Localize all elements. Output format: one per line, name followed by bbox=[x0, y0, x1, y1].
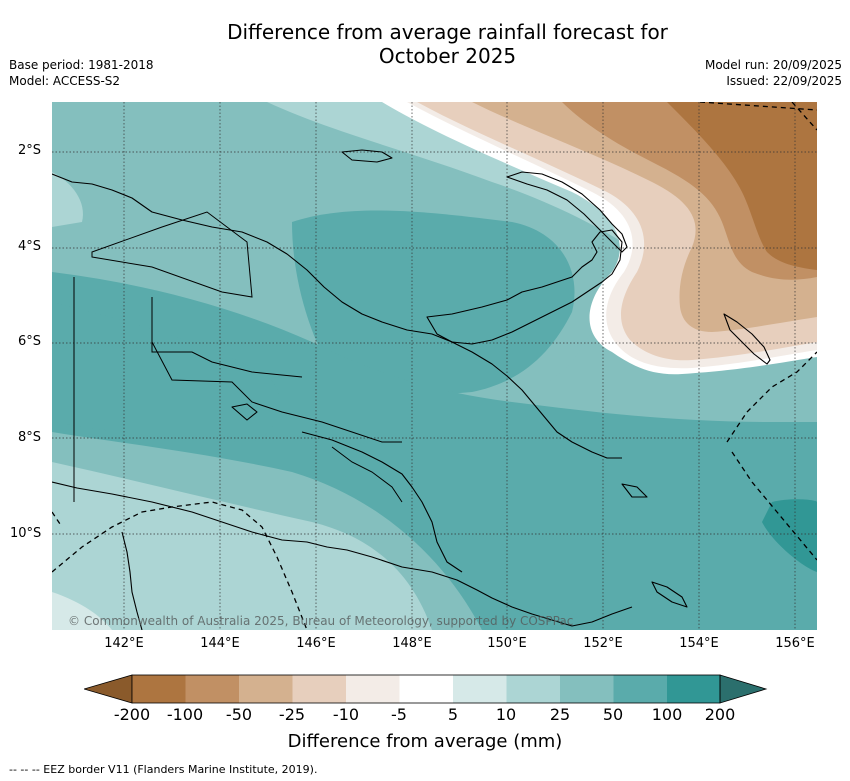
meta-right: Model run: 20/09/2025 Issued: 22/09/2025 bbox=[705, 57, 842, 89]
cb-tick: 200 bbox=[704, 705, 736, 724]
title-line-2: October 2025 bbox=[378, 44, 517, 68]
colorbar-label: Difference from average (mm) bbox=[287, 731, 563, 752]
colorbar-swatch bbox=[613, 675, 667, 703]
graticule bbox=[52, 102, 817, 630]
copyright-notice: © Commonwealth of Australia 2025, Bureau… bbox=[68, 614, 574, 628]
colorbar-swatch bbox=[132, 675, 186, 703]
cb-tick: -100 bbox=[166, 705, 204, 724]
cb-tick: -200 bbox=[113, 705, 151, 724]
map-canvas bbox=[52, 102, 817, 630]
model-run: Model run: 20/09/2025 bbox=[704, 58, 842, 72]
meta-left: Base period: 1981-2018 Model: ACCESS-S2 bbox=[9, 57, 154, 89]
band-100-200 bbox=[762, 499, 817, 572]
title-line-1: Difference from average rainfall forecas… bbox=[227, 20, 668, 44]
lon-label-150e: 150°E bbox=[487, 636, 527, 651]
cb-tick: 10 bbox=[495, 705, 517, 724]
cb-tick: -50 bbox=[225, 705, 253, 724]
cb-tick: 100 bbox=[651, 705, 683, 724]
map-title: Difference from average rainfall forecas… bbox=[0, 20, 850, 68]
colorbar-swatch bbox=[560, 675, 614, 703]
lon-label-148e: 148°E bbox=[392, 636, 432, 651]
lat-label-4s: 4°S bbox=[18, 239, 42, 254]
admin-borders bbox=[73, 211, 403, 503]
model-name: Model: ACCESS-S2 bbox=[9, 74, 121, 88]
colorbar-swatch bbox=[185, 675, 239, 703]
lon-label-154e: 154°E bbox=[679, 636, 719, 651]
cb-tick: 25 bbox=[549, 705, 571, 724]
band-50-100-main bbox=[52, 272, 817, 630]
band-10-25-west bbox=[52, 172, 83, 227]
band-5-10-southwest bbox=[52, 592, 112, 630]
colorbar-swatch bbox=[239, 675, 293, 703]
cb-tick: 5 bbox=[447, 705, 459, 724]
colorbar-swatch bbox=[667, 675, 720, 703]
lon-label-152e: 152°E bbox=[583, 636, 623, 651]
cb-tick: -25 bbox=[278, 705, 306, 724]
lat-label-10s: 10°S bbox=[10, 526, 42, 541]
issued-date: Issued: 22/09/2025 bbox=[726, 74, 842, 88]
colorbar-swatch bbox=[292, 675, 346, 703]
band-50-100-west bbox=[52, 302, 281, 442]
base-period: Base period: 1981-2018 bbox=[9, 58, 154, 72]
cb-tick: -10 bbox=[332, 705, 360, 724]
lon-label-144e: 144°E bbox=[200, 636, 240, 651]
rainfall-map bbox=[52, 102, 817, 630]
colorbar-upper-extend bbox=[719, 674, 768, 704]
colorbar-swatch bbox=[453, 675, 507, 703]
coastlines bbox=[52, 149, 771, 630]
colorbar-swatch bbox=[506, 675, 560, 703]
band-50-100-north bbox=[292, 210, 575, 402]
cb-tick: 50 bbox=[602, 705, 624, 724]
eez-legend-note: -- -- -- EEZ border V11 (Flanders Marine… bbox=[9, 763, 318, 776]
colorbar-lower-extend bbox=[82, 674, 133, 704]
cb-tick: -5 bbox=[391, 705, 407, 724]
lon-label-156e: 156°E bbox=[775, 636, 815, 651]
colorbar-svg bbox=[82, 674, 768, 704]
lat-label-6s: 6°S bbox=[18, 334, 42, 349]
lat-label-2s: 2°S bbox=[18, 143, 42, 158]
lat-label-8s: 8°S bbox=[18, 430, 42, 445]
lon-label-146e: 146°E bbox=[296, 636, 336, 651]
colorbar bbox=[82, 673, 768, 709]
band-minus200-minus100 bbox=[667, 102, 817, 270]
colorbar-swatch bbox=[399, 675, 453, 703]
colorbar-frame bbox=[131, 674, 721, 704]
lon-label-142e: 142°E bbox=[104, 636, 144, 651]
band-10-25-south bbox=[52, 462, 432, 630]
eez-borders bbox=[52, 102, 817, 630]
colorbar-swatch bbox=[346, 675, 400, 703]
